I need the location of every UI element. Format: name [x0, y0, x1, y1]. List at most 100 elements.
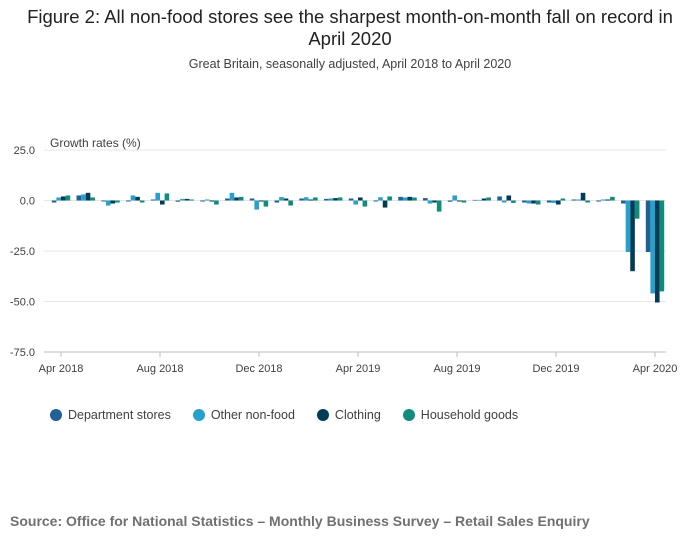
bar-department-stores-10[interactable]	[299, 198, 304, 201]
bar-household-goods-17[interactable]	[486, 197, 491, 201]
bar-department-stores-7[interactable]	[225, 198, 230, 201]
bar-household-goods-22[interactable]	[610, 196, 615, 201]
bar-household-goods-19[interactable]	[535, 200, 541, 205]
bar-household-goods-9[interactable]	[288, 200, 293, 206]
bar-department-stores-20[interactable]	[546, 200, 552, 203]
bar-clothing-7[interactable]	[234, 197, 239, 201]
bar-other-non-food-13[interactable]	[378, 197, 383, 201]
bar-department-stores-21[interactable]	[571, 199, 577, 201]
bar-department-stores-18[interactable]	[497, 196, 502, 201]
bar-household-goods-14[interactable]	[412, 197, 417, 201]
bar-department-stores-12[interactable]	[348, 198, 354, 201]
bar-other-non-food-3[interactable]	[130, 195, 136, 201]
bar-household-goods-10[interactable]	[313, 197, 318, 201]
bar-other-non-food-15[interactable]	[427, 200, 433, 204]
bar-department-stores-14[interactable]	[398, 196, 403, 201]
bar-department-stores-5[interactable]	[175, 200, 181, 202]
bar-other-non-food-6[interactable]	[204, 199, 210, 201]
bar-household-goods-18[interactable]	[511, 200, 516, 203]
bar-department-stores-17[interactable]	[472, 199, 478, 201]
bar-household-goods-4[interactable]	[164, 193, 170, 201]
bar-clothing-15[interactable]	[432, 200, 437, 203]
bar-other-non-food-12[interactable]	[353, 200, 358, 205]
bar-clothing-19[interactable]	[531, 200, 536, 204]
bar-other-non-food-17[interactable]	[477, 199, 482, 201]
bar-household-goods-23[interactable]	[634, 200, 640, 219]
bar-clothing-13[interactable]	[382, 200, 388, 208]
bar-household-goods-1[interactable]	[90, 197, 95, 201]
bar-clothing-8[interactable]	[259, 200, 264, 202]
legend-item-department-stores[interactable]: Department stores	[50, 408, 171, 422]
bar-other-non-food-9[interactable]	[279, 197, 284, 201]
legend-item-clothing[interactable]: Clothing	[316, 408, 381, 422]
bar-other-non-food-24[interactable]	[650, 200, 655, 294]
legend-item-other-non-food[interactable]: Other non-food	[192, 408, 295, 422]
bar-household-goods-12[interactable]	[362, 200, 368, 207]
bar-household-goods-21[interactable]	[585, 200, 590, 203]
bar-other-non-food-0[interactable]	[56, 197, 61, 201]
bar-household-goods-5[interactable]	[189, 199, 194, 201]
bar-other-non-food-18[interactable]	[501, 200, 507, 203]
bar-clothing-4[interactable]	[160, 200, 165, 205]
bar-clothing-3[interactable]	[135, 196, 140, 201]
bar-department-stores-8[interactable]	[249, 198, 255, 201]
bar-clothing-23[interactable]	[630, 200, 635, 272]
bar-department-stores-13[interactable]	[373, 200, 379, 202]
bar-other-non-food-2[interactable]	[105, 200, 111, 206]
bar-clothing-24[interactable]	[655, 200, 660, 303]
bar-household-goods-7[interactable]	[238, 196, 244, 201]
bar-clothing-5[interactable]	[184, 198, 190, 201]
bar-household-goods-15[interactable]	[436, 200, 442, 212]
bar-other-non-food-21[interactable]	[576, 199, 581, 201]
bar-clothing-2[interactable]	[110, 200, 116, 204]
bar-department-stores-11[interactable]	[324, 198, 329, 201]
bar-clothing-1[interactable]	[85, 192, 91, 201]
bar-other-non-food-20[interactable]	[551, 200, 556, 203]
bar-household-goods-0[interactable]	[65, 195, 71, 201]
bar-department-stores-22[interactable]	[596, 200, 601, 202]
bar-clothing-22[interactable]	[605, 199, 611, 201]
bar-other-non-food-14[interactable]	[402, 197, 408, 201]
bar-other-non-food-7[interactable]	[229, 192, 235, 201]
bar-household-goods-20[interactable]	[560, 198, 566, 201]
bar-household-goods-13[interactable]	[387, 196, 392, 201]
bar-household-goods-16[interactable]	[461, 200, 467, 203]
bar-department-stores-16[interactable]	[447, 200, 453, 202]
bar-department-stores-1[interactable]	[76, 195, 82, 201]
legend-item-household-goods[interactable]: Household goods	[402, 408, 518, 422]
bar-clothing-10[interactable]	[308, 199, 314, 201]
bar-department-stores-3[interactable]	[126, 200, 131, 202]
bar-department-stores-2[interactable]	[101, 200, 106, 202]
bar-department-stores-6[interactable]	[200, 200, 205, 202]
bar-clothing-11[interactable]	[333, 198, 338, 201]
bar-clothing-17[interactable]	[481, 198, 487, 201]
bar-clothing-14[interactable]	[407, 196, 413, 201]
bar-household-goods-6[interactable]	[214, 200, 219, 205]
bar-other-non-food-11[interactable]	[328, 198, 334, 201]
bar-department-stores-4[interactable]	[150, 199, 156, 201]
bar-clothing-12[interactable]	[358, 197, 363, 201]
bar-department-stores-23[interactable]	[621, 200, 626, 204]
bar-other-non-food-1[interactable]	[81, 194, 86, 201]
bar-department-stores-9[interactable]	[274, 200, 280, 203]
bar-other-non-food-4[interactable]	[155, 192, 160, 201]
bar-clothing-20[interactable]	[556, 200, 561, 205]
bar-other-non-food-16[interactable]	[452, 195, 457, 201]
bar-clothing-0[interactable]	[61, 196, 66, 201]
bar-other-non-food-5[interactable]	[180, 198, 185, 201]
bar-department-stores-15[interactable]	[423, 198, 428, 201]
bar-other-non-food-8[interactable]	[254, 200, 259, 210]
bar-clothing-9[interactable]	[283, 198, 289, 201]
bar-other-non-food-23[interactable]	[625, 200, 631, 253]
bar-household-goods-24[interactable]	[659, 200, 665, 292]
bar-household-goods-2[interactable]	[115, 200, 120, 203]
bar-other-non-food-22[interactable]	[600, 199, 606, 201]
bar-department-stores-0[interactable]	[51, 200, 57, 203]
bar-department-stores-24[interactable]	[645, 200, 651, 253]
bar-household-goods-8[interactable]	[263, 200, 269, 207]
bar-department-stores-19[interactable]	[522, 200, 527, 203]
bar-other-non-food-19[interactable]	[526, 200, 532, 204]
bar-household-goods-3[interactable]	[139, 200, 145, 203]
bar-clothing-21[interactable]	[580, 192, 586, 201]
bar-household-goods-11[interactable]	[337, 197, 343, 201]
